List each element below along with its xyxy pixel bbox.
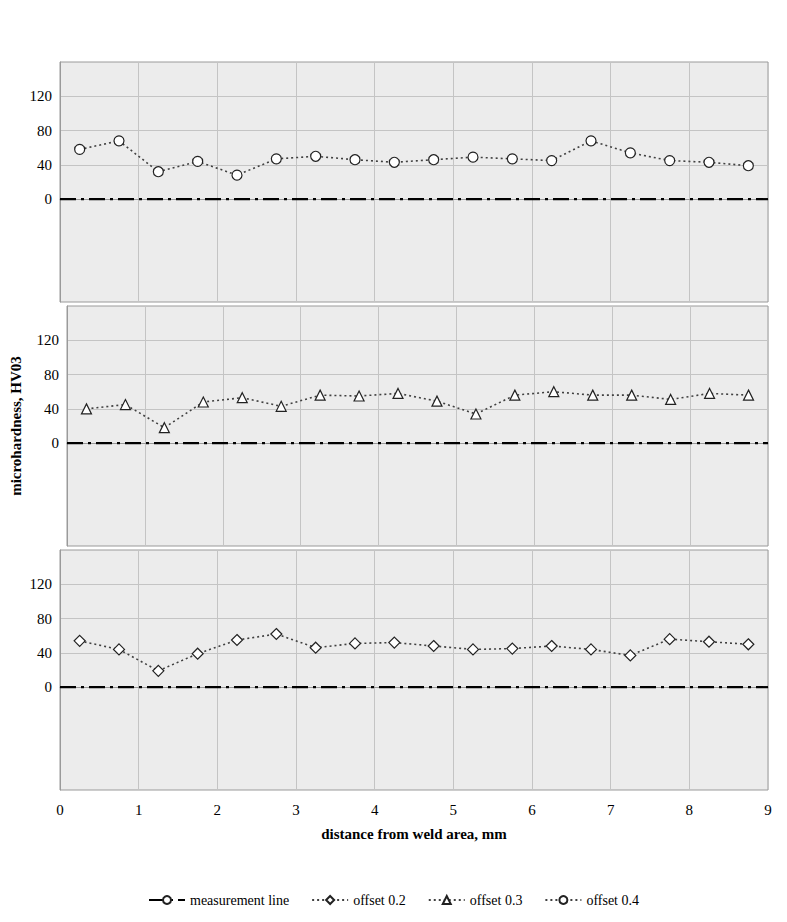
svg-text:measurement line: measurement line [190, 893, 289, 908]
svg-text:4: 4 [371, 802, 379, 818]
svg-text:5: 5 [450, 802, 458, 818]
svg-text:2: 2 [214, 802, 222, 818]
svg-text:offset 0.2: offset 0.2 [353, 893, 406, 908]
svg-text:7: 7 [607, 802, 615, 818]
svg-text:40: 40 [44, 401, 59, 417]
svg-text:offset 0.4: offset 0.4 [586, 893, 639, 908]
svg-text:0: 0 [45, 679, 53, 695]
svg-text:1: 1 [135, 802, 143, 818]
svg-text:microhardness, HV03: microhardness, HV03 [8, 356, 24, 496]
svg-text:distance from weld area, mm: distance from weld area, mm [321, 826, 507, 842]
svg-text:3: 3 [292, 802, 300, 818]
svg-text:8: 8 [686, 802, 694, 818]
svg-text:40: 40 [37, 645, 52, 661]
svg-text:40: 40 [37, 157, 52, 173]
svg-text:80: 80 [37, 123, 52, 139]
svg-text:0: 0 [52, 435, 60, 451]
svg-text:0: 0 [56, 802, 64, 818]
svg-text:80: 80 [44, 367, 59, 383]
svg-text:6: 6 [528, 802, 536, 818]
svg-text:120: 120 [37, 332, 60, 348]
svg-text:120: 120 [30, 576, 53, 592]
svg-text:offset 0.3: offset 0.3 [470, 893, 523, 908]
svg-text:9: 9 [764, 802, 772, 818]
svg-text:120: 120 [30, 88, 53, 104]
svg-text:0: 0 [45, 191, 53, 207]
svg-text:80: 80 [37, 611, 52, 627]
